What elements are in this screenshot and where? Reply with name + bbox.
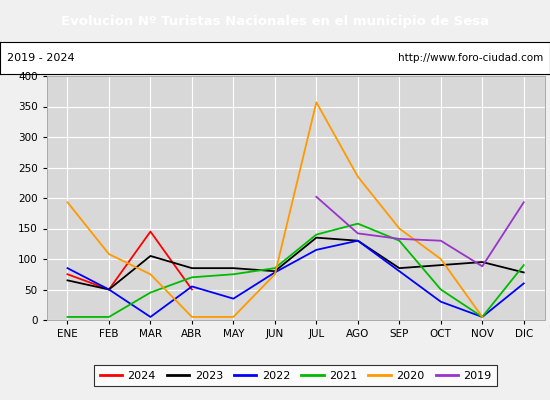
Legend: 2024, 2023, 2022, 2021, 2020, 2019: 2024, 2023, 2022, 2021, 2020, 2019 [94,365,497,386]
Text: 2019 - 2024: 2019 - 2024 [7,53,74,63]
Text: Evolucion Nº Turistas Nacionales en el municipio de Sesa: Evolucion Nº Turistas Nacionales en el m… [61,14,489,28]
Text: http://www.foro-ciudad.com: http://www.foro-ciudad.com [398,53,543,63]
